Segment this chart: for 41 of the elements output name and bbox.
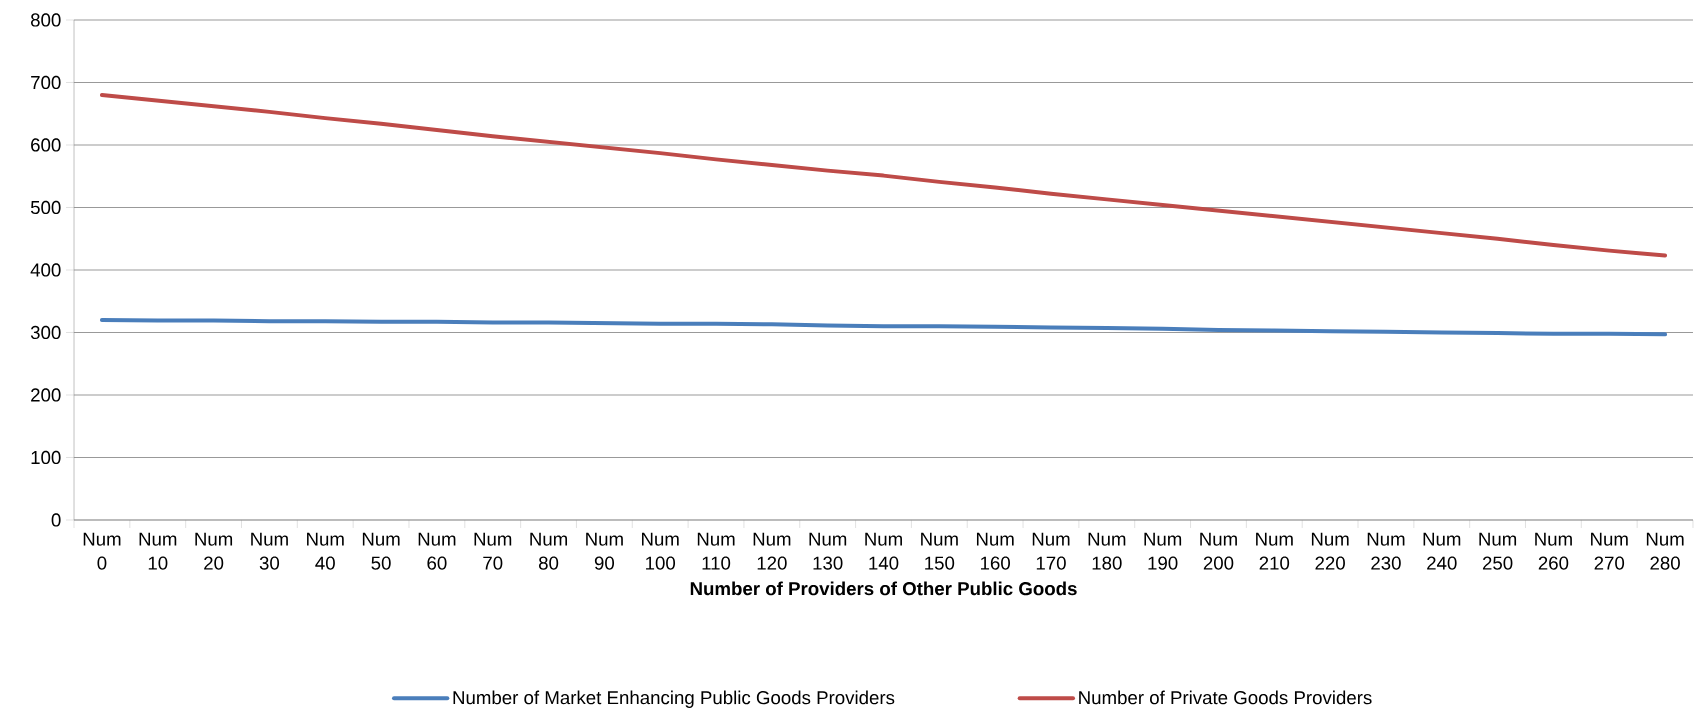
y-tick-label: 0	[51, 513, 61, 527]
x-tick-label: Num 60	[418, 532, 456, 570]
y-tick-label: 600	[31, 138, 61, 152]
x-tick-label: Num 70	[474, 532, 512, 570]
x-axis-title: Number of Providers of Other Public Goods	[690, 581, 1077, 596]
y-tick-label: 100	[31, 450, 61, 465]
x-tick-label: Num 40	[307, 532, 344, 570]
x-tick-label: Num 280	[1646, 532, 1684, 570]
y-tick-label: 800	[30, 13, 61, 27]
x-tick-label: Num 120	[753, 532, 791, 570]
x-tick-label: Num 20	[195, 532, 233, 570]
x-tick-label: Num 30	[251, 532, 288, 570]
x-tick-label: Num 270	[1591, 532, 1628, 570]
x-tick-label: Num 160	[976, 532, 1014, 570]
x-tick-label: Num 220	[1311, 532, 1349, 570]
x-tick-label: Num 250	[1479, 532, 1517, 570]
x-tick-label: Num 180	[1088, 532, 1126, 570]
legend-label: Number of Private Goods Providers	[1079, 690, 1372, 705]
x-tick-label: Num 0	[83, 532, 121, 570]
x-tick-label: Num 140	[865, 532, 902, 570]
x-tick-label: Num 260	[1535, 532, 1572, 570]
x-tick-label: Num 90	[586, 532, 623, 570]
x-tick-label: Num 210	[1256, 532, 1293, 570]
x-tick-label: Num 80	[530, 532, 568, 570]
y-tick-label: 500	[30, 200, 61, 215]
legend-label: Number of Market Enhancing Public Goods Providers	[453, 690, 895, 708]
x-tick-label: Num 240	[1423, 532, 1461, 570]
x-tick-label: Num 200	[1200, 532, 1237, 570]
x-tick-label: Num 170	[1032, 532, 1070, 570]
y-tick-label: 400	[30, 263, 61, 277]
y-tick-label: 200	[31, 388, 61, 402]
x-tick-label: Num 150	[921, 532, 958, 570]
x-tick-label: Num 110	[697, 532, 735, 570]
x-tick-label: Num 50	[362, 532, 400, 570]
x-tick-label: Num 100	[642, 532, 679, 570]
y-tick-label: 300	[30, 325, 61, 340]
y-tick-label: 700	[31, 75, 61, 90]
x-tick-label: Num 10	[139, 532, 177, 570]
x-tick-label: Num 190	[1144, 532, 1182, 570]
x-tick-label: Num 230	[1367, 532, 1405, 570]
x-tick-label: Num 130	[809, 532, 847, 570]
